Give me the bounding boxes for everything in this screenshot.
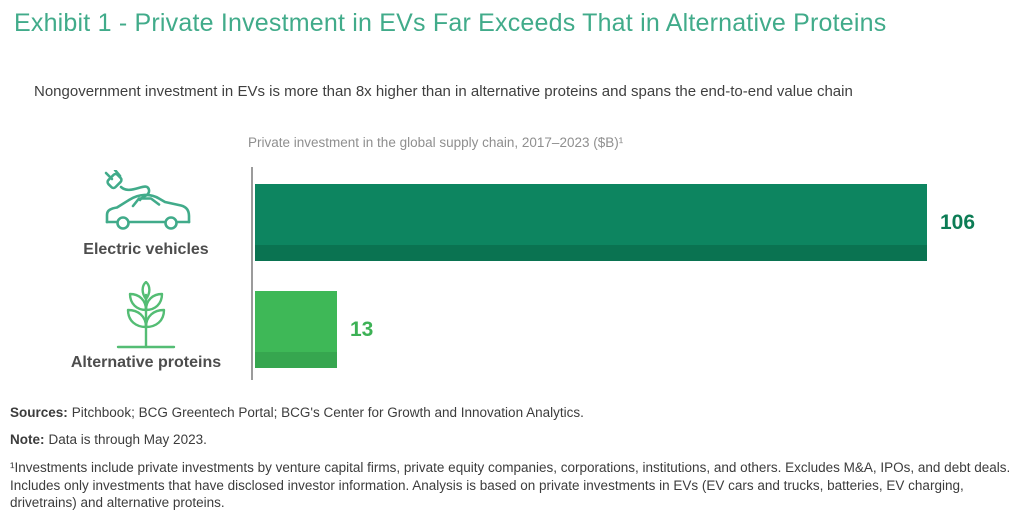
- bar-row-electric-vehicles: 106: [255, 184, 975, 261]
- sources-line: Sources: Pitchbook; BCG Greentech Portal;…: [10, 404, 1016, 422]
- category-label-alternative-proteins: Alternative proteins: [70, 354, 222, 371]
- electric-car-icon: [104, 170, 191, 230]
- sources-text: Pitchbook; BCG Greentech Portal; BCG's C…: [71, 405, 584, 420]
- note-line: Note: Data is through May 2023.: [10, 431, 1016, 449]
- sources-label: Sources:: [10, 405, 68, 420]
- category-label-electric-vehicles: Electric vehicles: [83, 241, 209, 258]
- category-alternative-proteins: Alternative proteins: [28, 281, 264, 372]
- chart-axis-line: [251, 167, 253, 380]
- page-subtitle: Nongovernment investment in EVs is more …: [34, 83, 853, 100]
- page-title: Exhibit 1 - Private Investment in EVs Fa…: [14, 9, 887, 37]
- plant-icon: [116, 281, 176, 349]
- bar-alternative-proteins: [255, 291, 337, 368]
- category-electric-vehicles: Electric vehicles: [28, 170, 264, 259]
- bar-value-alternative-proteins: 13: [350, 317, 374, 341]
- chart-title: Private investment in the global supply …: [248, 135, 624, 150]
- bar-row-alternative-proteins: 13: [255, 291, 373, 368]
- footnote-text: ¹Investments include private investments…: [10, 460, 1011, 511]
- bar-value-electric-vehicles: 106: [940, 210, 976, 234]
- note-label: Note:: [10, 432, 45, 447]
- bar-electric-vehicles: [255, 184, 927, 261]
- note-text: Data is through May 2023.: [48, 432, 207, 447]
